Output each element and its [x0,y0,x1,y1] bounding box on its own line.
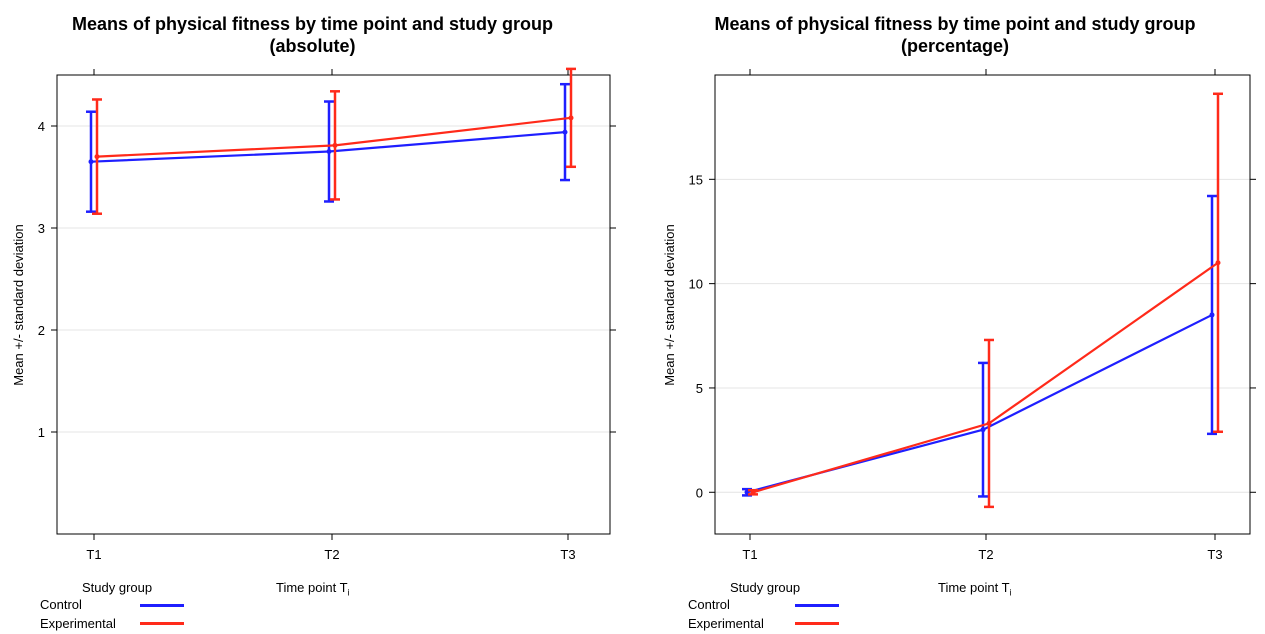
chart-subtitle: (percentage) [900,36,1010,56]
legend-item-control: Control [40,597,82,612]
chart-subtitle: (absolute) [269,36,356,56]
y-tick-label: 10 [689,277,703,292]
legend-swatch-experimental [140,622,184,625]
plot-frame [714,74,1251,535]
data-point [568,115,574,121]
legend-item-experimental: Experimental [688,616,764,631]
x-tick-label: T1 [86,547,101,562]
y-tick-label: 1 [38,425,45,440]
chart-title-main: Means of physical fitness by time point … [71,14,554,34]
data-point [332,142,338,148]
x-axis-label: Time point Ti [938,580,1012,598]
x-axis-label-subscript: i [347,587,350,598]
series-line-experimental [752,261,1219,494]
legend-swatch-control [140,604,184,607]
data-point [326,149,332,154]
chart-title: Means of physical fitness by time point … [645,13,1265,57]
y-tick-label: 2 [38,323,45,338]
legend-swatch-experimental [795,622,839,625]
x-tick-label: T2 [978,547,993,562]
chart-panel-percentage: Means of physical fitness by time point … [645,0,1265,634]
chart-title-main: Means of physical fitness by time point … [714,14,1196,34]
chart-plot-absolute: 1 2 3 4 T1 T2 T3 Mean +/- standard deviation [11,67,616,562]
y-axis-label: Mean +/- standard deviation [662,224,677,386]
legend-title: Study group [82,580,153,595]
data-point [986,420,992,426]
x-tick-label: T3 [560,547,575,562]
x-tick-label: T1 [742,547,757,562]
legend-item-experimental: Experimental [40,616,116,631]
chart-title: Means of physical fitness by time point … [0,13,625,57]
chart-plot-percentage: 0 5 10 15 T1 T2 T3 Mean +/- standard deviation [662,69,1256,562]
legend-swatch-control [795,604,839,607]
y-tick-label: 15 [689,172,703,187]
data-point [750,489,756,495]
chart-panel-absolute: Means of physical fitness by time point … [0,0,625,634]
data-point [980,427,986,433]
x-axis-label-text: Time point T [938,580,1010,595]
plot-frame [56,74,611,535]
data-point [88,159,94,165]
x-tick-label: T3 [1207,547,1222,562]
y-tick-label: 5 [696,381,703,396]
x-tick-label: T2 [324,547,339,562]
data-point [1215,260,1221,266]
data-point [562,129,568,135]
y-axis-label: Mean +/- standard deviation [11,224,26,386]
y-tick-label: 0 [696,485,703,500]
x-axis-label: Time point Ti [276,580,350,598]
data-point [1209,312,1215,318]
x-axis-label-subscript: i [1009,587,1012,598]
x-axis-label-text: Time point T [276,580,348,595]
y-tick-label: 3 [38,221,45,236]
legend-title: Study group [730,580,801,595]
series-line-control [746,313,1213,494]
legend-item-control: Control [688,597,730,612]
y-tick-label: 4 [38,119,45,134]
data-point [94,154,100,160]
